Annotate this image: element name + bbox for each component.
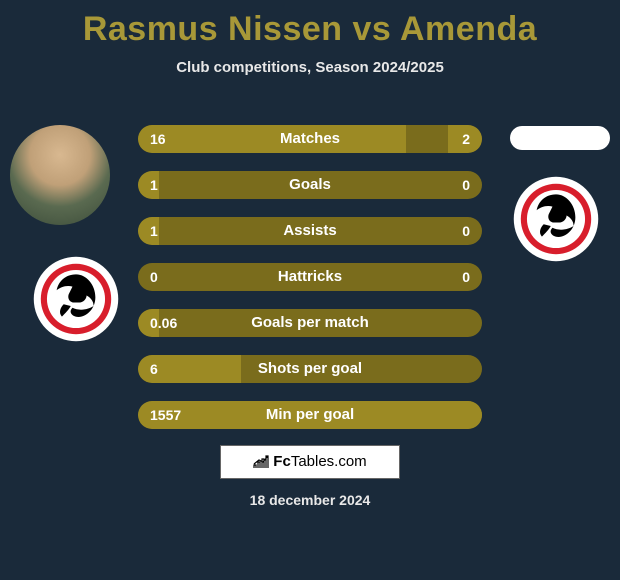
stat-label: Shots per goal [138,355,482,383]
player1-avatar [10,125,110,225]
player2-club-badge [512,175,600,263]
subtitle: Club competitions, Season 2024/2025 [0,59,620,76]
eagle-badge-icon [32,255,120,343]
stats-bars: 162Matches 10Goals 10Assists 00Hattricks 0.0… [138,125,482,447]
stat-row: 00Hattricks [138,263,482,291]
page-title: Rasmus Nissen vs Amenda [0,0,620,49]
stat-row: 10Goals [138,171,482,199]
stat-row: 1557Min per goal [138,401,482,429]
stat-row: 6Shots per goal [138,355,482,383]
stat-row: 10Assists [138,217,482,245]
stat-row: 0.06Goals per match [138,309,482,337]
logo-text: FcTables.com [273,453,366,471]
stat-label: Goals [138,171,482,199]
eagle-badge-icon [512,175,600,263]
chart-icon [253,455,269,469]
stat-label: Assists [138,217,482,245]
stat-label: Hattricks [138,263,482,291]
player1-club-badge [32,255,120,343]
stat-row: 162Matches [138,125,482,153]
stat-label: Matches [138,125,482,153]
stat-label: Min per goal [138,401,482,429]
fctables-logo: FcTables.com [220,445,400,479]
date-label: 18 december 2024 [0,492,620,508]
player2-avatar [510,126,610,150]
stat-label: Goals per match [138,309,482,337]
